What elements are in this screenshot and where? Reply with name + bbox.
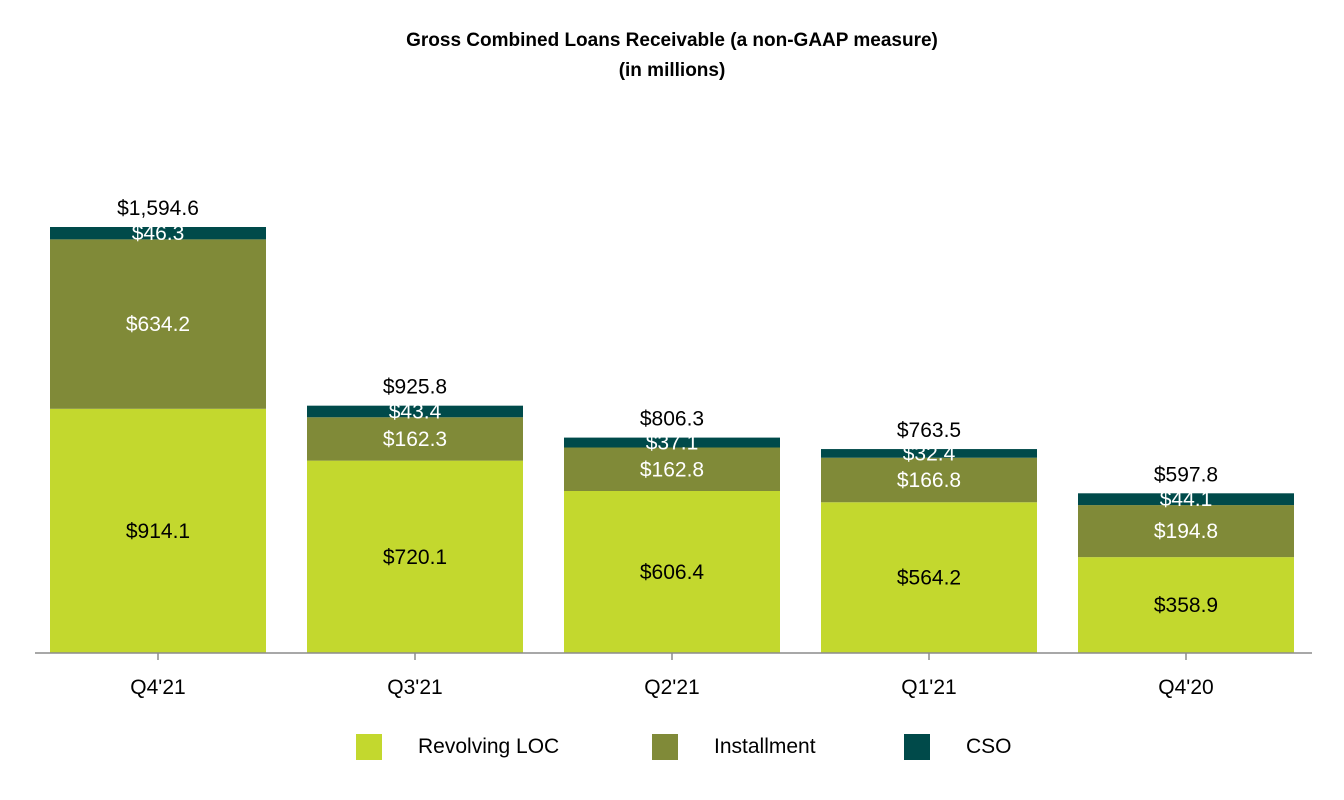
chart-legend: Revolving LOC Installment CSO (0, 732, 1344, 762)
legend-label-cso: CSO (966, 735, 1012, 758)
data-label-revolving-loc-2: $606.4 (640, 561, 705, 584)
x-tick-label-4: Q4'20 (1158, 676, 1213, 699)
x-tick-label-0: Q4'21 (130, 676, 185, 699)
bar-segment-revolving-loc-0 (50, 408, 266, 653)
bar-segment-cso-4 (1078, 493, 1294, 506)
total-label-1: $925.8 (383, 376, 447, 399)
data-label-installment-4: $194.8 (1154, 520, 1218, 543)
bar-segment-installment-0 (50, 239, 266, 409)
data-label-revolving-loc-4: $358.9 (1154, 594, 1218, 617)
bar-segment-revolving-loc-4 (1078, 557, 1294, 653)
bar-segment-cso-1 (307, 405, 523, 418)
data-label-installment-3: $166.8 (897, 469, 961, 492)
legend-swatch-cso (904, 734, 930, 760)
total-label-2: $806.3 (640, 408, 704, 431)
bar-segment-installment-1 (307, 417, 523, 461)
data-label-installment-2: $162.8 (640, 458, 704, 481)
legend-item-revolving-loc: Revolving LOC (356, 732, 559, 762)
legend-swatch-revolving-loc (356, 734, 382, 760)
total-label-0: $1,594.6 (117, 197, 199, 220)
bar-segment-revolving-loc-3 (821, 502, 1037, 653)
bar-segment-cso-3 (821, 449, 1037, 458)
x-tick-label-3: Q1'21 (901, 676, 956, 699)
bar-segment-installment-2 (564, 447, 780, 491)
data-label-revolving-loc-3: $564.2 (897, 567, 961, 590)
legend-swatch-installment (652, 734, 678, 760)
x-tick-label-2: Q2'21 (644, 676, 699, 699)
bar-segment-revolving-loc-1 (307, 460, 523, 653)
x-tick-label-1: Q3'21 (387, 676, 442, 699)
data-label-cso-2: $37.1 (646, 432, 699, 455)
data-label-cso-1: $43.4 (389, 400, 442, 423)
data-label-cso-3: $32.4 (903, 442, 956, 465)
data-label-revolving-loc-1: $720.1 (383, 546, 447, 569)
data-label-cso-0: $46.3 (132, 222, 185, 245)
data-label-installment-1: $162.3 (383, 428, 447, 451)
bar-segment-cso-2 (564, 437, 780, 448)
bar-segment-revolving-loc-2 (564, 490, 780, 653)
data-label-revolving-loc-0: $914.1 (126, 520, 190, 543)
chart-subtitle: (in millions) (618, 60, 726, 81)
chart-title: Gross Combined Loans Receivable (a non-G… (406, 30, 938, 51)
legend-item-installment: Installment (652, 732, 816, 762)
bar-segment-installment-4 (1078, 505, 1294, 558)
data-label-installment-0: $634.2 (126, 313, 190, 336)
total-label-4: $597.8 (1154, 463, 1218, 486)
legend-item-cso: CSO (904, 732, 1012, 762)
legend-label-revolving-loc: Revolving LOC (418, 735, 560, 758)
legend-label-installment: Installment (714, 735, 816, 758)
bar-segment-cso-0 (50, 227, 266, 240)
data-label-cso-4: $44.1 (1160, 488, 1213, 511)
bar-segment-installment-3 (821, 457, 1037, 503)
total-label-3: $763.5 (897, 419, 961, 442)
